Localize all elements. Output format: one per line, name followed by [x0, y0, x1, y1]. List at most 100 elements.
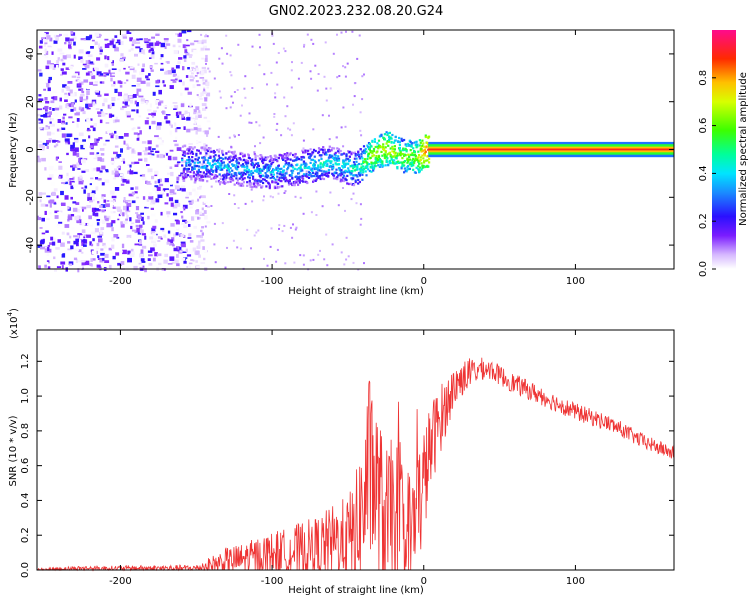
heatmap-signal-cell — [204, 147, 207, 150]
heatmap-noise-cell — [96, 152, 100, 155]
heatmap-noise-cell — [127, 237, 131, 241]
heatmap-noise-cell — [181, 222, 185, 225]
heatmap-noise-cell — [57, 57, 60, 61]
heatmap-noise-cell — [77, 268, 80, 273]
heatmap-noise-cell — [70, 185, 74, 190]
heatmap-noise-cell — [87, 127, 90, 132]
heatmap-noise-cell — [46, 63, 49, 65]
heatmap-noise-cell — [99, 53, 103, 55]
heatmap-signal-cell — [332, 177, 336, 180]
heatmap-noise-cell — [342, 187, 344, 189]
heatmap-signal-cell — [347, 169, 351, 172]
heatmap-signal-cell — [252, 175, 255, 178]
heatmap-signal-cell — [419, 158, 422, 162]
heatmap-noise-cell — [144, 157, 148, 162]
y-tick-label: 0.0 — [20, 562, 31, 578]
heatmap-noise-cell — [202, 158, 206, 161]
heatmap-signal-cell — [397, 140, 400, 143]
heatmap-noise-cell — [83, 236, 86, 239]
heatmap-noise-cell — [131, 85, 136, 87]
heatmap-noise-cell — [87, 192, 92, 198]
heatmap-signal-cell — [402, 147, 405, 150]
heatmap-noise-cell — [80, 38, 86, 41]
heatmap-noise-cell — [82, 156, 88, 158]
heatmap-signal-cell — [205, 173, 208, 176]
heatmap-noise-cell — [217, 135, 220, 138]
heatmap-noise-cell — [283, 192, 286, 194]
heatmap-noise-cell — [159, 178, 162, 183]
heatmap-signal-cell — [385, 131, 388, 134]
heatmap-noise-cell — [188, 248, 194, 254]
heatmap-noise-cell — [150, 47, 154, 51]
heatmap-noise-cell — [241, 159, 244, 162]
heatmap-signal-cell — [407, 164, 410, 168]
heatmap-noise-cell — [191, 199, 194, 204]
heatmap-signal-cell — [360, 153, 363, 156]
heatmap-signal-cell — [387, 144, 390, 147]
heatmap-noise-cell — [196, 209, 200, 212]
heatmap-signal-cell — [338, 173, 341, 176]
heatmap-signal-cell — [306, 175, 309, 178]
heatmap-signal-cell — [196, 158, 200, 161]
heatmap-signal-cell — [284, 160, 287, 163]
heatmap-signal-cell — [312, 148, 316, 151]
heatmap-signal-cell — [302, 174, 305, 177]
heatmap-noise-cell — [195, 204, 200, 208]
heatmap-noise-cell — [61, 182, 65, 184]
heatmap-noise-cell — [175, 33, 180, 36]
heatmap-signal-cell — [351, 164, 354, 167]
heatmap-noise-cell — [148, 73, 151, 76]
heatmap-noise-cell — [278, 224, 281, 227]
heatmap-signal-cell — [352, 177, 355, 180]
heatmap-signal-cell — [235, 160, 238, 163]
heatmap-noise-cell — [78, 88, 83, 91]
heatmap-signal-cell — [342, 166, 345, 169]
heatmap-signal-cell — [248, 176, 251, 179]
heatmap-noise-cell — [342, 106, 345, 109]
heatmap-noise-cell — [197, 135, 201, 139]
heatmap-noise-cell — [84, 260, 90, 266]
heatmap-noise-cell — [150, 231, 155, 235]
heatmap-signal-cell — [250, 174, 253, 177]
spectrogram-x-ticks: -200 -100 0 100 — [109, 30, 585, 287]
heatmap-noise-cell — [89, 263, 93, 266]
heatmap-signal-cell — [182, 170, 185, 173]
heatmap-noise-cell — [158, 262, 162, 266]
heatmap-noise-cell — [94, 81, 98, 84]
heatmap-signal-cell — [220, 164, 223, 167]
heatmap-noise-cell — [254, 145, 256, 148]
heatmap-noise-cell — [360, 217, 363, 220]
heatmap-noise-cell — [276, 122, 279, 125]
heatmap-signal-cell — [206, 165, 209, 168]
heatmap-noise-cell — [140, 249, 144, 254]
heatmap-noise-cell — [73, 107, 77, 111]
heatmap-signal-cell — [292, 166, 295, 169]
heatmap-noise-cell — [129, 164, 132, 168]
heatmap-noise-cell — [85, 36, 91, 40]
heatmap-signal-cell — [335, 172, 338, 175]
heatmap-signal-cell — [277, 186, 280, 189]
heatmap-noise-cell — [101, 196, 105, 199]
heatmap-signal-cell — [273, 181, 276, 184]
heatmap-noise-cell — [50, 100, 55, 104]
heatmap-signal-cell — [201, 166, 205, 169]
heatmap-signal-cell — [232, 155, 235, 158]
heatmap-noise-cell — [210, 205, 213, 207]
heatmap-noise-cell — [183, 261, 187, 264]
heatmap-signal-cell — [238, 172, 241, 175]
heatmap-signal-cell — [384, 150, 387, 153]
heatmap-signal-cell — [191, 152, 195, 155]
heatmap-noise-cell — [97, 157, 102, 162]
heatmap-noise-cell — [148, 254, 153, 257]
heatmap-noise-cell — [310, 211, 313, 214]
heatmap-noise-cell — [359, 203, 362, 206]
heatmap-signal-cell — [283, 174, 286, 177]
heatmap-noise-cell — [107, 130, 112, 134]
heatmap-noise-cell — [278, 227, 280, 230]
heatmap-noise-cell — [136, 88, 142, 92]
heatmap-noise-cell — [98, 46, 103, 50]
heatmap-signal-cell — [240, 184, 243, 187]
heatmap-signal-cell — [403, 161, 406, 164]
heatmap-signal-cell — [272, 170, 275, 174]
heatmap-noise-cell — [203, 87, 206, 90]
